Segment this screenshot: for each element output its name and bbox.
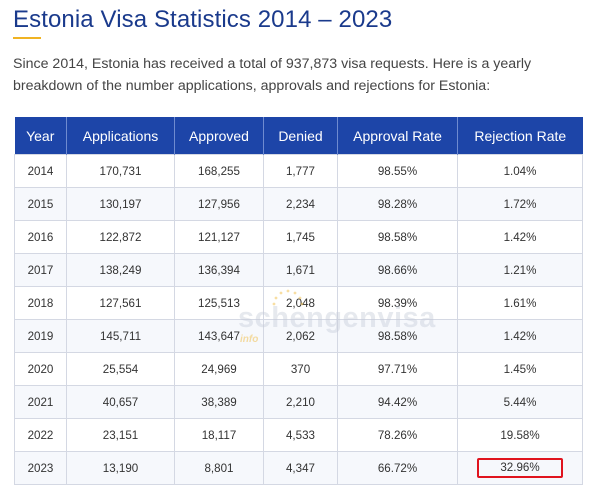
table-row: 2017 138,249 136,394 1,671 98.66% 1.21% [14,253,583,287]
cell-year: 2016 [14,220,67,254]
table-row: 2023 13,190 8,801 4,347 66.72% 32.96% [14,451,583,485]
cell-approved: 136,394 [174,253,264,287]
cell-denied: 2,210 [263,385,338,419]
highlighted-rejection-rate: 32.96% [477,458,563,478]
header-approved: Approved [174,117,264,155]
table-row: 2015 130,197 127,956 2,234 98.28% 1.72% [14,187,583,221]
cell-rejection-rate: 1.21% [457,253,583,287]
cell-year: 2017 [14,253,67,287]
cell-denied: 4,347 [263,451,338,485]
header-approval-rate: Approval Rate [337,117,458,155]
cell-rejection-rate: 1.45% [457,352,583,386]
cell-approval-rate: 98.39% [337,286,458,320]
cell-denied: 4,533 [263,418,338,452]
cell-approved: 143,647 [174,319,264,353]
cell-approval-rate: 97.71% [337,352,458,386]
header-applications: Applications [66,117,175,155]
cell-applications: 127,561 [66,286,175,320]
cell-approval-rate: 66.72% [337,451,458,485]
cell-rejection-rate: 32.96% [457,451,583,485]
cell-approved: 18,117 [174,418,264,452]
cell-approved: 38,389 [174,385,264,419]
cell-year: 2019 [14,319,67,353]
cell-approval-rate: 98.28% [337,187,458,221]
title-underline [13,37,41,39]
cell-approved: 24,969 [174,352,264,386]
cell-denied: 2,048 [263,286,338,320]
table-row: 2022 23,151 18,117 4,533 78.26% 19.58% [14,418,583,452]
cell-rejection-rate: 1.61% [457,286,583,320]
cell-applications: 138,249 [66,253,175,287]
table-row: 2020 25,554 24,969 370 97.71% 1.45% [14,352,583,386]
cell-year: 2021 [14,385,67,419]
cell-applications: 130,197 [66,187,175,221]
cell-denied: 1,671 [263,253,338,287]
cell-year: 2020 [14,352,67,386]
cell-approval-rate: 94.42% [337,385,458,419]
cell-rejection-rate: 1.04% [457,154,583,188]
cell-applications: 170,731 [66,154,175,188]
table-row: 2021 40,657 38,389 2,210 94.42% 5.44% [14,385,583,419]
cell-denied: 2,234 [263,187,338,221]
header-denied: Denied [263,117,338,155]
cell-applications: 122,872 [66,220,175,254]
cell-year: 2018 [14,286,67,320]
cell-denied: 1,777 [263,154,338,188]
cell-approved: 8,801 [174,451,264,485]
header-year: Year [14,117,67,155]
cell-applications: 40,657 [66,385,175,419]
cell-year: 2023 [14,451,67,485]
cell-rejection-rate: 1.42% [457,319,583,353]
cell-rejection-rate: 1.72% [457,187,583,221]
cell-rejection-rate: 1.42% [457,220,583,254]
cell-approval-rate: 98.58% [337,220,458,254]
cell-applications: 145,711 [66,319,175,353]
cell-applications: 23,151 [66,418,175,452]
page-title: Estonia Visa Statistics 2014 – 2023 [13,6,393,33]
cell-rejection-rate: 5.44% [457,385,583,419]
cell-applications: 13,190 [66,451,175,485]
cell-approved: 127,956 [174,187,264,221]
cell-applications: 25,554 [66,352,175,386]
cell-year: 2022 [14,418,67,452]
cell-denied: 1,745 [263,220,338,254]
header-rejection-rate: Rejection Rate [457,117,583,155]
cell-approved: 121,127 [174,220,264,254]
cell-denied: 2,062 [263,319,338,353]
table-row: 2016 122,872 121,127 1,745 98.58% 1.42% [14,220,583,254]
intro-paragraph: Since 2014, Estonia has received a total… [13,56,532,94]
cell-year: 2015 [14,187,67,221]
table-row: 2019 145,711 143,647 2,062 98.58% 1.42% [14,319,583,353]
cell-approval-rate: 98.55% [337,154,458,188]
cell-denied: 370 [263,352,338,386]
cell-approval-rate: 98.58% [337,319,458,353]
cell-approval-rate: 78.26% [337,418,458,452]
visa-statistics-table: Year Applications Approved Denied Approv… [14,117,583,485]
cell-approved: 125,513 [174,286,264,320]
table-row: 2018 127,561 125,513 2,048 98.39% 1.61% [14,286,583,320]
cell-approval-rate: 98.66% [337,253,458,287]
cell-rejection-rate: 19.58% [457,418,583,452]
table-header-row: Year Applications Approved Denied Approv… [14,117,583,155]
cell-year: 2014 [14,154,67,188]
table-row: 2014 170,731 168,255 1,777 98.55% 1.04% [14,154,583,188]
cell-approved: 168,255 [174,154,264,188]
